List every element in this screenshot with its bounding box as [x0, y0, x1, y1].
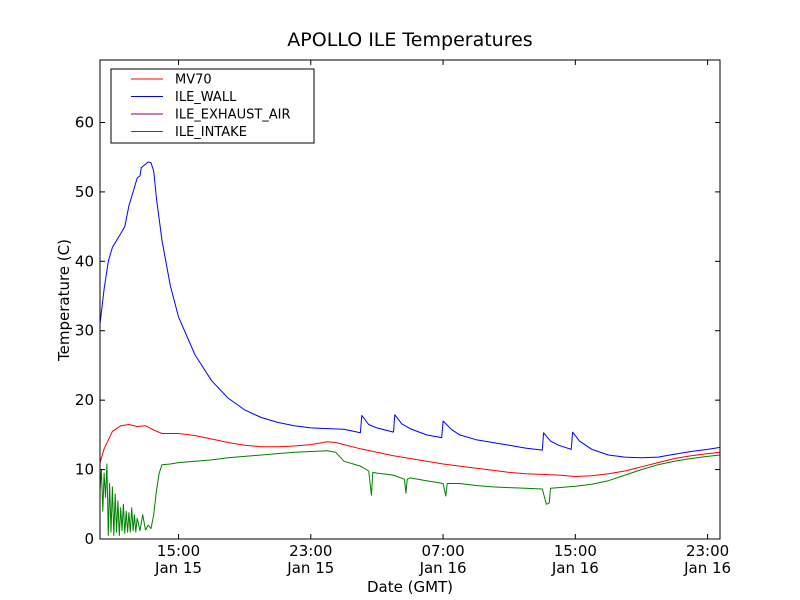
legend-box	[110, 68, 315, 144]
x-tick-label-time: 23:00	[686, 542, 729, 560]
plot-area	[99, 161, 721, 536]
y-tick-label: 40	[75, 252, 94, 270]
x-tick-label-time: 07:00	[421, 542, 464, 560]
y-tick-label: 10	[75, 461, 94, 479]
series-line-ile-wall	[99, 161, 721, 459]
x-axis-label: Date (GMT)	[367, 578, 453, 596]
y-axis-label: Temperature (C)	[55, 239, 73, 362]
x-tick-label-date: Jan 16	[683, 559, 731, 577]
series-line-ile-intake	[99, 450, 721, 536]
x-tick-label-time: 23:00	[289, 542, 332, 560]
legend: MV70 ILE_WALL ILE_EXHAUST_AIR ILE_INTAKE	[110, 68, 315, 144]
y-tick-label: 30	[75, 322, 94, 340]
x-tick-label-date: Jan 16	[419, 559, 467, 577]
x-tick-label-date: Jan 16	[551, 559, 599, 577]
y-tick-label: 20	[75, 391, 94, 409]
y-tick-label: 60	[75, 113, 94, 131]
x-tick-label-time: 15:00	[554, 542, 597, 560]
x-tick-label-time: 15:00	[157, 542, 200, 560]
legend-label: ILE_INTAKE	[175, 125, 247, 140]
series-line-mv70	[99, 424, 721, 477]
x-tick-label-date: Jan 15	[286, 559, 334, 577]
legend-label: ILE_EXHAUST_AIR	[175, 108, 291, 123]
legend-label: ILE_WALL	[175, 90, 237, 105]
chart-title: APOLLO ILE Temperatures	[287, 29, 532, 51]
legend-label: MV70	[175, 73, 212, 88]
plot-frame	[99, 59, 721, 540]
y-tick-label: 0	[84, 530, 94, 548]
y-tick-label: 50	[75, 183, 94, 201]
x-tick-label-date: Jan 15	[154, 559, 202, 577]
